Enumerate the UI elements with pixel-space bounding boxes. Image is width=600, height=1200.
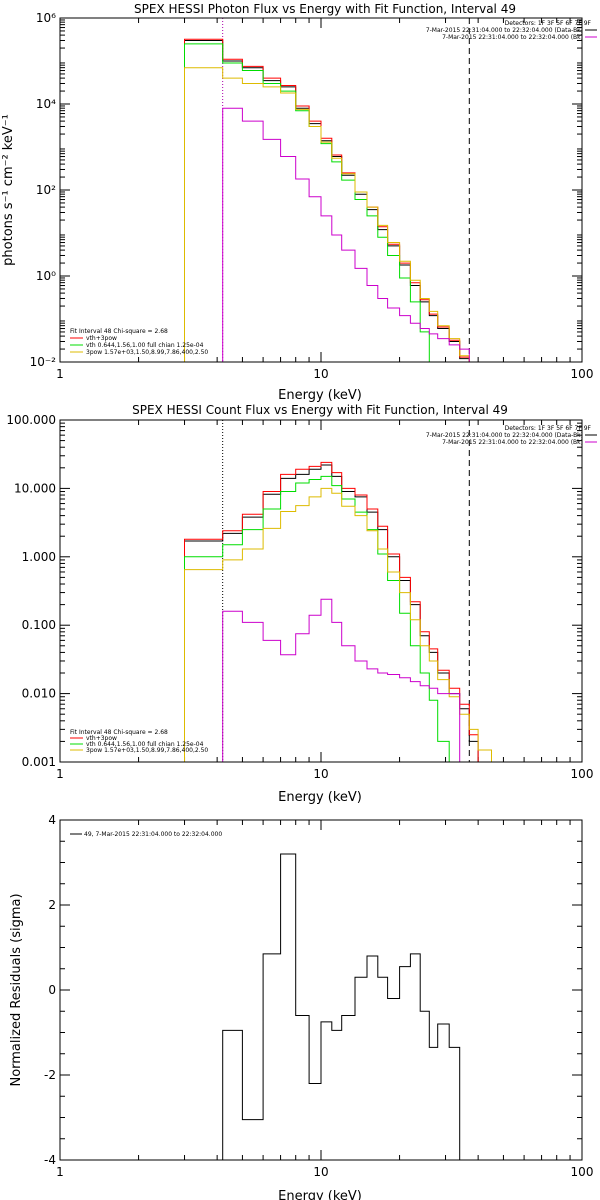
y-tick-label: 4 [48,813,56,827]
y-tick-label: -2 [44,1068,56,1082]
count-legend-fit: Fit Interval 48 Chi-square = 2.68 [70,729,168,736]
series-line-3 [184,487,492,762]
x-tick-label: 100 [571,767,594,781]
series-line-1 [184,38,479,362]
photon-header-data-bk: 7-Mar-2015 22:31:04.000 to 22:32:04.000 … [426,27,583,34]
photon-legend-model: vth+3pow [86,335,117,342]
photon-legend-3pow: 3pow 1.57e+03,1.50,8.99,7.86,400,2.50 [86,349,208,356]
y-tick-label: 0 [48,983,56,997]
photon-plot-area: 1 10 100 10⁻² 10⁰ 10² 10⁴ 10⁶ [30,11,597,381]
y-tick-label: 10⁶ [36,11,56,25]
x-tick-label: 1 [56,767,64,781]
y-tick-label: 10⁰ [36,269,56,283]
residuals-legend: 49, 7-Mar-2015 22:31:04.000 to 22:32:04.… [84,831,222,838]
plot-frame [59,17,583,363]
plot-frame [59,819,583,1161]
x-tick-label: 100 [571,367,594,381]
series-line-0 [222,853,470,1160]
y-tick-label: 10⁴ [36,97,56,111]
y-tick-label: 10.000 [14,481,56,495]
photon-chart-title: SPEX HESSI Photon Flux vs Energy with Fi… [134,2,516,16]
x-tick-label: 10 [313,367,328,381]
count-chart-title: SPEX HESSI Count Flux vs Energy with Fit… [132,403,508,417]
y-tick-label: 10² [36,183,56,197]
series-line-3 [184,67,504,362]
x-tick-label: 10 [313,1165,328,1179]
count-header-detectors: Detectors: 1F 3F 5F 6F 7F 9F [505,425,592,432]
series-line-1 [184,461,479,762]
y-tick-label: 2 [48,898,56,912]
x-tick-label: 1 [56,367,64,381]
y-tick-label: 0.001 [22,755,56,769]
x-tick-label: 10 [313,767,328,781]
series-line-4 [222,598,470,762]
y-tick-label: -4 [44,1153,56,1167]
y-tick-label: 1.000 [22,550,56,564]
y-tick-label: 100.000 [6,413,56,427]
y-tick-label: 10⁻² [30,355,57,369]
series-line-2 [184,475,450,762]
residuals-plot-area: 1 10 100 -4 -2 0 2 4 [44,813,593,1179]
count-x-axis-label: Energy (keV) [278,790,362,805]
count-header-bk: 7-Mar-2015 22:31:04.000 to 22:32:04.000 … [442,439,583,446]
photon-header-bk: 7-Mar-2015 22:31:04.000 to 22:32:04.000 … [442,34,583,41]
plot-frame [59,419,583,763]
residuals-x-axis-label: Energy (keV) [278,1189,362,1200]
photon-header-detectors: Detectors: 1F 3F 5F 6F 7F 9F [505,20,592,27]
y-tick-label: 0.100 [22,618,56,632]
photon-x-axis-label: Energy (keV) [278,388,362,403]
photon-flux-panel: SPEX HESSI Photon Flux vs Energy with Fi… [1,2,597,403]
photon-legend-fit: Fit Interval 48 Chi-square = 2.68 [70,328,168,335]
photon-legend-vth: vth 0.644,1.56,1.00 full chian 1.25e-04 [86,342,204,349]
residuals-panel: 1 10 100 -4 -2 0 2 4 Energy (keV) Normalized Re… [9,813,593,1200]
x-tick-label: 1 [56,1165,64,1179]
count-legend-model: vth+3pow [86,735,117,742]
series-line-4 [222,107,479,362]
count-plot-area: 1 10 100 0.001 0.010 0.100 1.000 10.000 100.000 [6,413,597,781]
photon-y-axis-label: photons s⁻¹ cm⁻² keV⁻¹ [1,114,16,266]
count-legend-vth: vth 0.644,1.56,1.00 full chian 1.25e-04 [86,741,204,748]
series-line-2 [184,43,450,362]
count-legend-3pow: 3pow 1.57e+03,1.50,8.99,7.86,400,2.50 [86,747,208,754]
x-tick-label: 100 [571,1165,594,1179]
count-header-data-bk: 7-Mar-2015 22:31:04.000 to 22:32:04.000 … [426,432,583,439]
y-tick-label: 0.010 [22,687,56,701]
count-flux-panel: SPEX HESSI Count Flux vs Energy with Fit… [6,403,597,805]
residuals-y-axis-label: Normalized Residuals (sigma) [9,893,24,1086]
